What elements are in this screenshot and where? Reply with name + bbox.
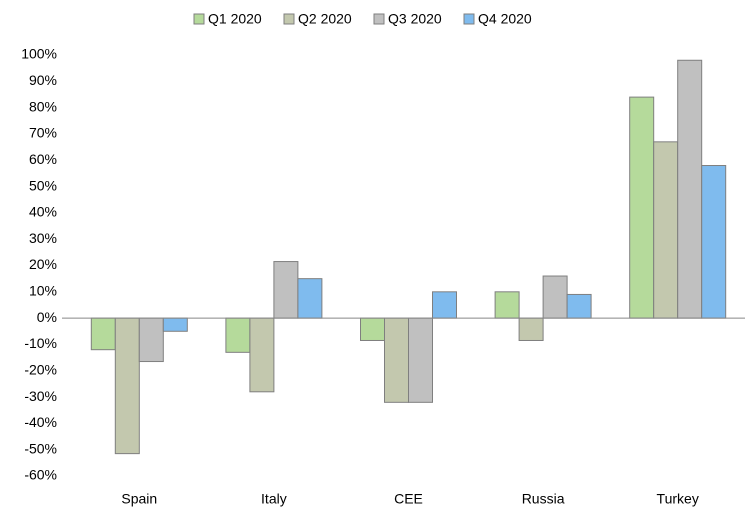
bar — [162, 317, 188, 332]
bar — [225, 317, 251, 353]
y-tick-label: -50% — [24, 440, 57, 456]
legend-swatch — [283, 13, 295, 25]
y-tick-label: 10% — [29, 283, 57, 299]
bar — [518, 317, 544, 341]
y-tick-label: 40% — [29, 204, 57, 220]
y-tick-label: -40% — [24, 414, 57, 430]
x-tick-label: Spain — [121, 491, 157, 507]
bar — [653, 141, 679, 319]
bar — [249, 317, 275, 393]
y-tick-label: -10% — [24, 335, 57, 351]
y-tick-label: -60% — [24, 467, 57, 483]
bar — [494, 291, 520, 319]
bar — [408, 317, 433, 403]
legend-swatch — [463, 13, 475, 25]
y-tick-label: -30% — [24, 388, 57, 404]
legend-label: Q4 2020 — [478, 11, 532, 27]
bar — [360, 317, 385, 341]
y-tick-label: 90% — [29, 72, 57, 88]
bar — [542, 275, 568, 319]
y-tick-label: 100% — [21, 46, 57, 62]
y-tick-label: 50% — [29, 177, 57, 193]
bar — [677, 59, 703, 319]
x-tick-label: Turkey — [657, 491, 699, 507]
x-tick-label: Russia — [522, 491, 565, 507]
bar — [701, 165, 727, 319]
x-tick-label: Italy — [261, 491, 287, 507]
bar — [384, 317, 409, 403]
bar — [114, 317, 140, 455]
bar — [629, 96, 655, 319]
y-tick-label: 0% — [37, 309, 57, 325]
legend-label: Q1 2020 — [208, 11, 262, 27]
y-tick-label: -20% — [24, 361, 57, 377]
x-tick-label: CEE — [394, 491, 423, 507]
bar — [432, 291, 457, 319]
bar — [273, 261, 299, 319]
bar — [566, 293, 592, 319]
y-tick-label: 80% — [29, 98, 57, 114]
legend-swatch — [193, 13, 205, 25]
y-tick-label: 70% — [29, 125, 57, 141]
legend-label: Q2 2020 — [298, 11, 352, 27]
bar — [297, 278, 323, 319]
y-tick-label: 30% — [29, 230, 57, 246]
y-tick-label: 60% — [29, 151, 57, 167]
bar — [138, 317, 164, 363]
legend-label: Q3 2020 — [388, 11, 442, 27]
y-tick-label: 20% — [29, 256, 57, 272]
legend-swatch — [373, 13, 385, 25]
bar — [90, 317, 116, 351]
